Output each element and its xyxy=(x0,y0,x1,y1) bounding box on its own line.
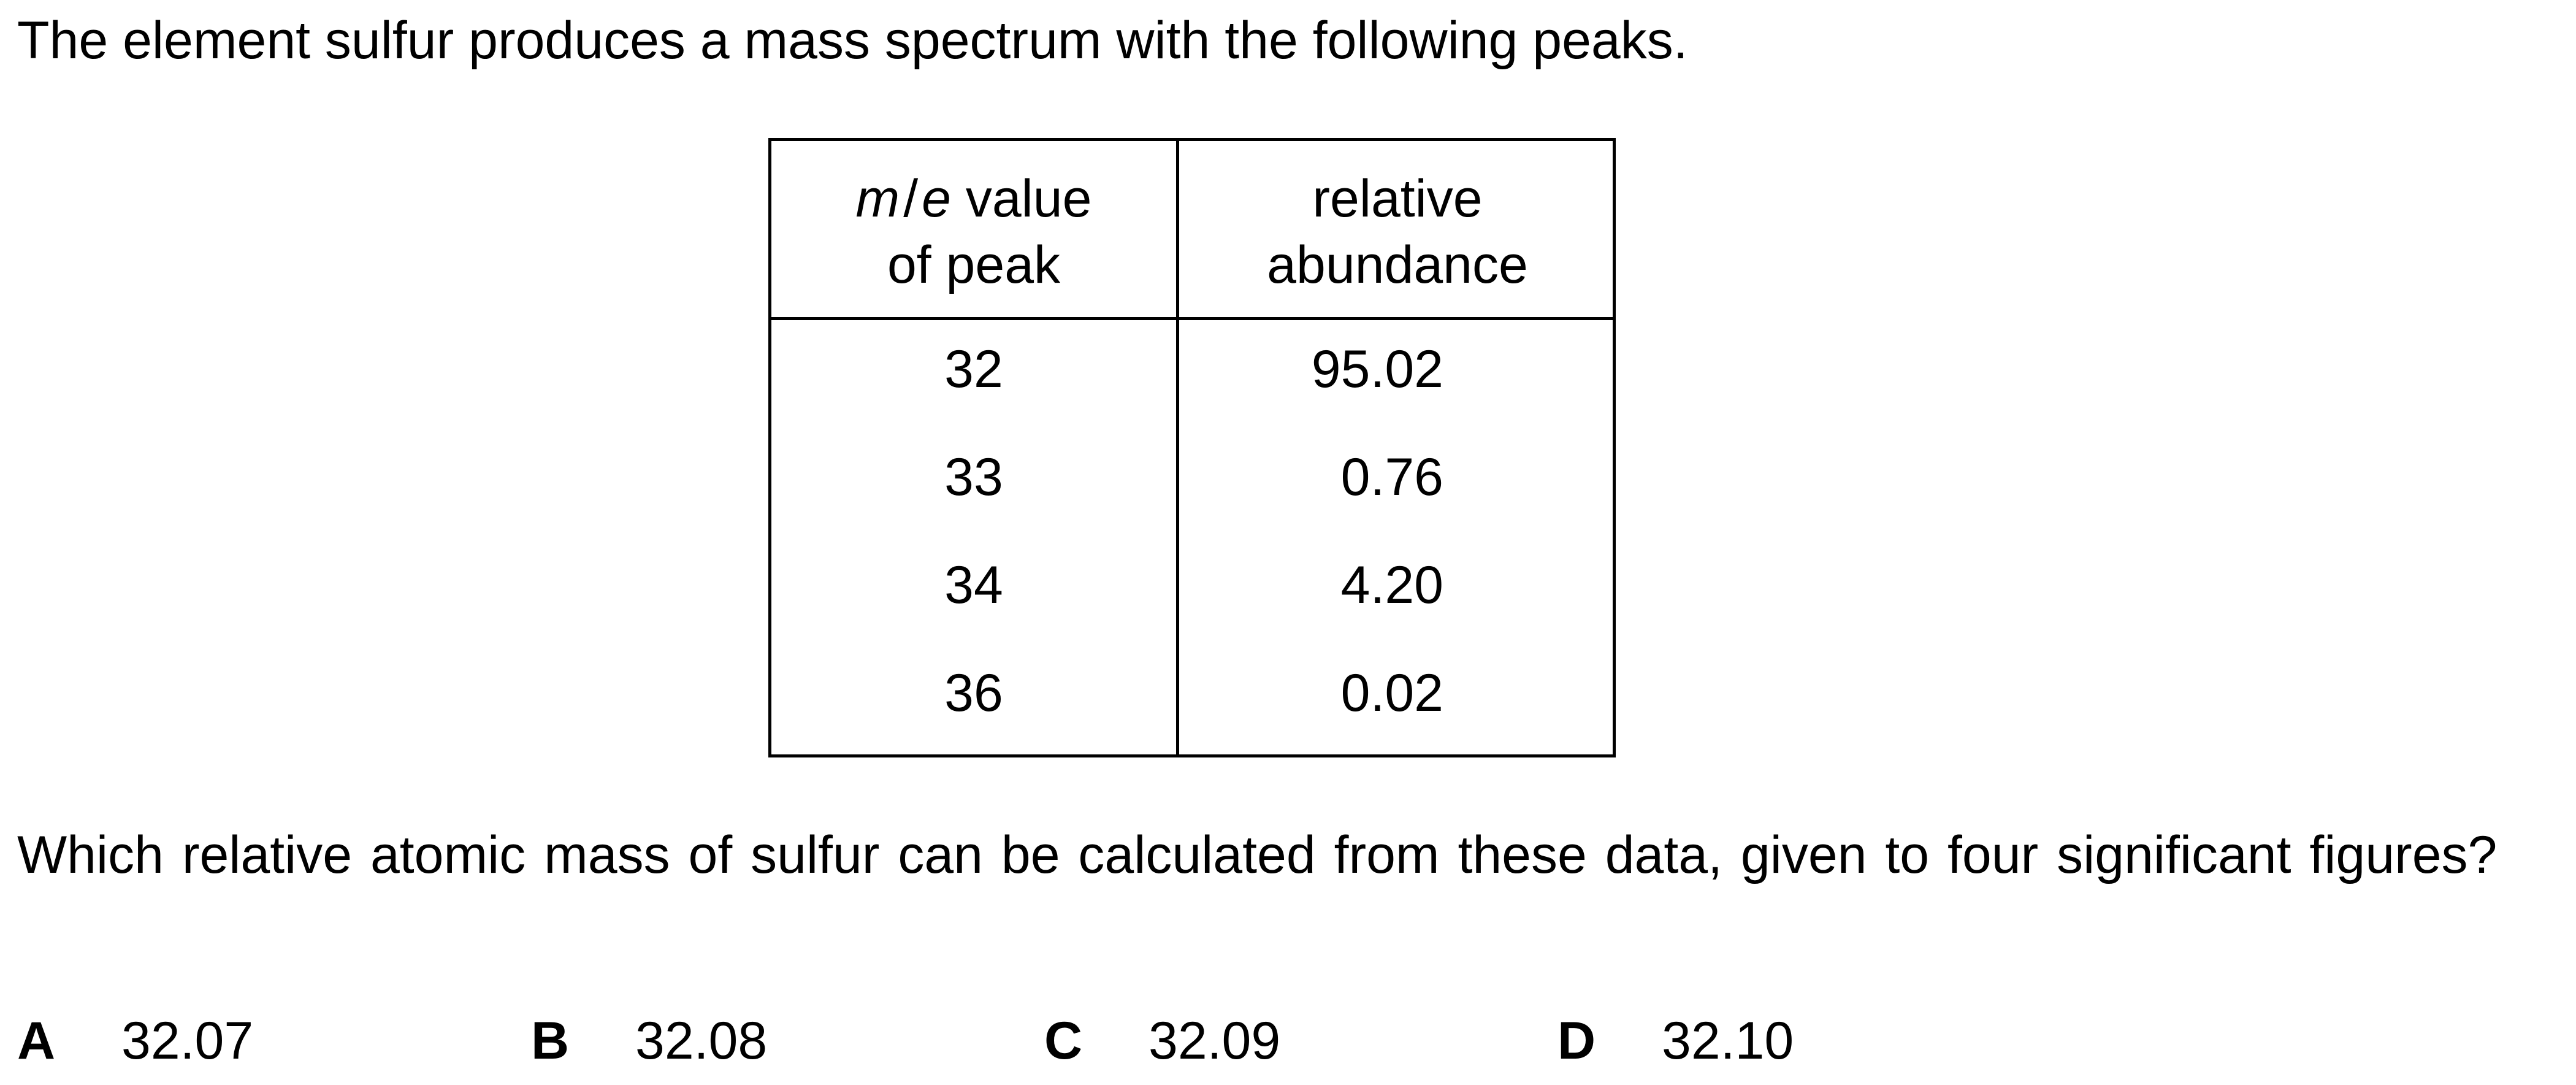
header-me-line2: of peak xyxy=(887,236,1061,294)
table-cell-abundance: 0.76 xyxy=(1179,444,1616,510)
table-cell-me: 36 xyxy=(944,664,1003,723)
option-letter: D xyxy=(1557,1011,1596,1070)
option-letter: A xyxy=(17,1011,56,1070)
table-column-divider xyxy=(1176,141,1179,754)
question-text: Which relative atomic mass of sulfur can… xyxy=(17,826,2498,884)
option-letter: B xyxy=(531,1011,570,1070)
abundance-value: 95.02 xyxy=(1311,340,1443,399)
abundance-value: 4.20 xyxy=(1340,556,1443,615)
option-b[interactable]: B 32.08 xyxy=(531,1008,767,1074)
option-value: 32.10 xyxy=(1662,1011,1794,1070)
header-e: e xyxy=(922,169,951,228)
mass-spectrum-table: m/e value of peak relative abundance 32 … xyxy=(768,138,1616,757)
header-me-value: m/e value of peak xyxy=(771,166,1176,298)
option-letter: C xyxy=(1044,1011,1083,1070)
option-value: 32.08 xyxy=(635,1011,768,1070)
option-value: 32.07 xyxy=(121,1011,254,1070)
intro-text: The element sulfur produces a mass spect… xyxy=(17,11,1688,70)
table-cell-me: 34 xyxy=(944,556,1003,615)
table-cell-abundance: 4.20 xyxy=(1179,552,1616,618)
option-a[interactable]: A 32.07 xyxy=(17,1008,253,1074)
table-cell-abundance: 95.02 xyxy=(1179,336,1616,402)
header-m: m xyxy=(855,169,900,228)
abundance-value: 0.76 xyxy=(1340,448,1443,507)
table-cell-me: 32 xyxy=(944,340,1003,399)
option-value: 32.09 xyxy=(1148,1011,1281,1070)
header-relative-abundance: relative abundance xyxy=(1179,166,1616,298)
table-header-divider xyxy=(771,317,1613,320)
option-d[interactable]: D 32.10 xyxy=(1557,1008,1794,1074)
header-abundance-line1: relative xyxy=(1312,169,1483,228)
table-cell-me: 33 xyxy=(944,448,1003,507)
header-slash: / xyxy=(903,169,919,228)
header-me-line1: m/e value xyxy=(771,166,1176,232)
header-value-word: value xyxy=(950,169,1092,228)
table-cell-abundance: 0.02 xyxy=(1179,660,1616,726)
option-c[interactable]: C 32.09 xyxy=(1044,1008,1280,1074)
abundance-value: 0.02 xyxy=(1340,664,1443,723)
header-abundance-line2: abundance xyxy=(1267,236,1528,294)
